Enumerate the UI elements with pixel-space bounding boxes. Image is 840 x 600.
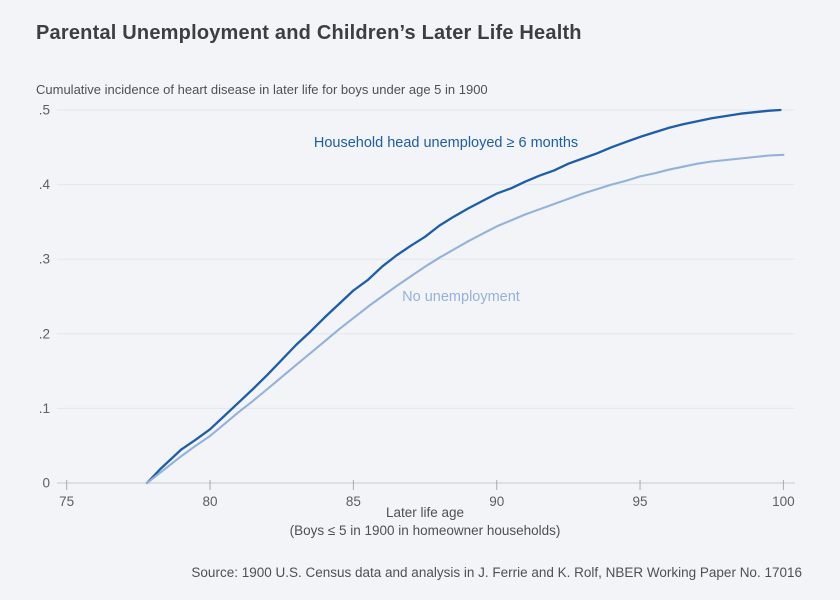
series-label-no-unemployment: No unemployment xyxy=(402,289,520,305)
series-label-unemployed: Household head unemployed ≥ 6 months xyxy=(313,135,579,151)
y-tick-label: .4 xyxy=(39,177,51,192)
source-citation: Source: 1900 U.S. Census data and analys… xyxy=(191,565,802,580)
chart-subtitle: Cumulative incidence of heart disease in… xyxy=(36,82,488,97)
x-tick-label: 90 xyxy=(489,494,504,509)
y-tick-label: .5 xyxy=(39,103,50,118)
x-tick-label: 85 xyxy=(346,494,361,509)
x-tick-label: 75 xyxy=(59,494,74,509)
y-tick-label: .1 xyxy=(39,401,50,416)
y-tick-label: 0 xyxy=(42,476,50,491)
chart-title: Parental Unemployment and Children’s Lat… xyxy=(36,22,582,44)
x-tick-label: 100 xyxy=(772,494,795,509)
x-axis-note: (Boys ≤ 5 in 1900 in homeowner household… xyxy=(289,523,561,538)
y-tick-label: .3 xyxy=(39,252,50,267)
series-line-no-unemployment xyxy=(145,153,785,485)
y-tick-label: .2 xyxy=(39,326,50,341)
x-axis-title: Later life age xyxy=(385,505,465,520)
series-line-household-head-unemployed xyxy=(145,108,782,485)
x-tick-label: 80 xyxy=(203,494,218,509)
x-tick-label: 95 xyxy=(633,494,648,509)
